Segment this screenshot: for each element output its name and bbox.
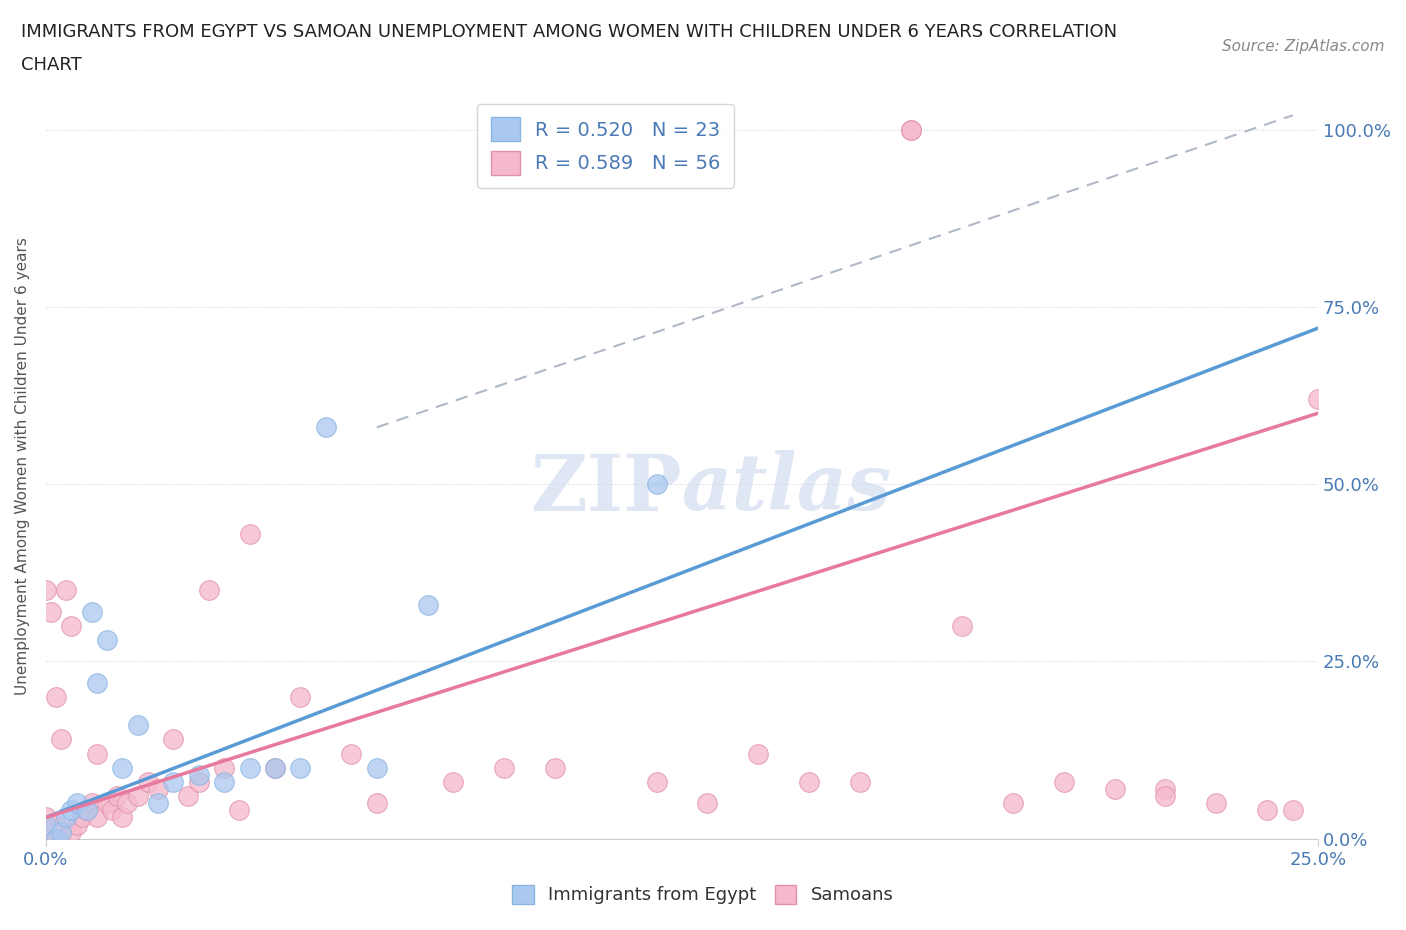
Point	[101, 803, 124, 817]
Point	[1154, 789, 1177, 804]
Point	[1053, 775, 1076, 790]
Point	[96, 796, 118, 811]
Point	[80, 604, 103, 619]
Point	[900, 122, 922, 137]
Text: ZIP: ZIP	[530, 451, 682, 526]
Point	[290, 761, 312, 776]
Point	[1104, 781, 1126, 796]
Point	[212, 775, 235, 790]
Point	[146, 781, 169, 796]
Point	[228, 803, 250, 817]
Point	[187, 767, 209, 782]
Point	[35, 583, 58, 598]
Point	[80, 796, 103, 811]
Point	[45, 817, 67, 832]
Point	[51, 824, 73, 839]
Point	[86, 675, 108, 690]
Text: atlas: atlas	[682, 450, 891, 527]
Point	[45, 689, 67, 704]
Point	[51, 831, 73, 846]
Point	[264, 761, 287, 776]
Point	[315, 420, 337, 435]
Point	[212, 761, 235, 776]
Point	[645, 775, 668, 790]
Point	[645, 477, 668, 492]
Point	[76, 803, 98, 817]
Point	[238, 761, 260, 776]
Point	[187, 775, 209, 790]
Point	[238, 526, 260, 541]
Point	[1281, 803, 1303, 817]
Point	[1205, 796, 1227, 811]
Point	[35, 810, 58, 825]
Point	[366, 761, 388, 776]
Point	[86, 810, 108, 825]
Point	[55, 810, 77, 825]
Point	[111, 810, 134, 825]
Point	[900, 122, 922, 137]
Point	[136, 775, 159, 790]
Text: IMMIGRANTS FROM EGYPT VS SAMOAN UNEMPLOYMENT AMONG WOMEN WITH CHILDREN UNDER 6 Y: IMMIGRANTS FROM EGYPT VS SAMOAN UNEMPLOY…	[21, 23, 1118, 41]
Y-axis label: Unemployment Among Women with Children Under 6 years: Unemployment Among Women with Children U…	[15, 237, 30, 696]
Point	[1154, 781, 1177, 796]
Point	[198, 583, 221, 598]
Point	[1308, 392, 1330, 406]
Point	[1256, 803, 1278, 817]
Point	[366, 796, 388, 811]
Point	[492, 761, 515, 776]
Point	[544, 761, 567, 776]
Point	[849, 775, 872, 790]
Point	[39, 831, 62, 846]
Point	[86, 746, 108, 761]
Text: Source: ZipAtlas.com: Source: ZipAtlas.com	[1222, 39, 1385, 54]
Point	[799, 775, 821, 790]
Point	[60, 618, 83, 633]
Point	[105, 789, 128, 804]
Point	[950, 618, 973, 633]
Legend: Immigrants from Egypt, Samoans: Immigrants from Egypt, Samoans	[505, 878, 901, 911]
Point	[65, 796, 87, 811]
Point	[96, 632, 118, 647]
Point	[264, 761, 287, 776]
Point	[60, 803, 83, 817]
Point	[416, 597, 439, 612]
Point	[65, 817, 87, 832]
Point	[60, 824, 83, 839]
Point	[127, 789, 149, 804]
Point	[162, 732, 184, 747]
Point	[146, 796, 169, 811]
Point	[747, 746, 769, 761]
Point	[696, 796, 718, 811]
Point	[45, 831, 67, 846]
Point	[162, 775, 184, 790]
Point	[127, 718, 149, 733]
Point	[39, 604, 62, 619]
Point	[340, 746, 363, 761]
Legend: R = 0.520   N = 23, R = 0.589   N = 56: R = 0.520 N = 23, R = 0.589 N = 56	[477, 104, 734, 188]
Point	[117, 796, 139, 811]
Point	[290, 689, 312, 704]
Point	[70, 810, 93, 825]
Point	[51, 732, 73, 747]
Point	[55, 583, 77, 598]
Point	[177, 789, 200, 804]
Point	[1001, 796, 1024, 811]
Point	[35, 817, 58, 832]
Point	[76, 803, 98, 817]
Text: CHART: CHART	[21, 56, 82, 73]
Point	[111, 761, 134, 776]
Point	[441, 775, 464, 790]
